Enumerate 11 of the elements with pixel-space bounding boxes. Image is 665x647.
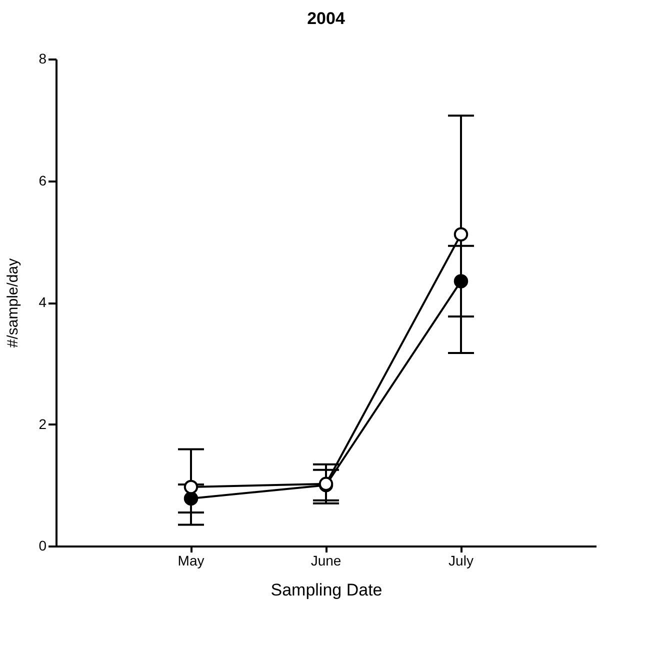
x-tick-label: June: [310, 552, 342, 568]
y-tick-label: 0: [38, 538, 47, 554]
chart-title: 2004: [307, 9, 346, 28]
x-axis-title: Sampling Date: [270, 580, 382, 600]
y-tick-label: 2: [38, 416, 47, 432]
y-axis-title: #/sample/day: [4, 258, 22, 348]
y-tick-label: 8: [38, 50, 47, 66]
y-tick-label: 6: [38, 172, 47, 188]
x-tick-label: July: [448, 552, 474, 568]
y-tick-label: 4: [38, 294, 47, 310]
x-tick-label: May: [178, 552, 204, 568]
